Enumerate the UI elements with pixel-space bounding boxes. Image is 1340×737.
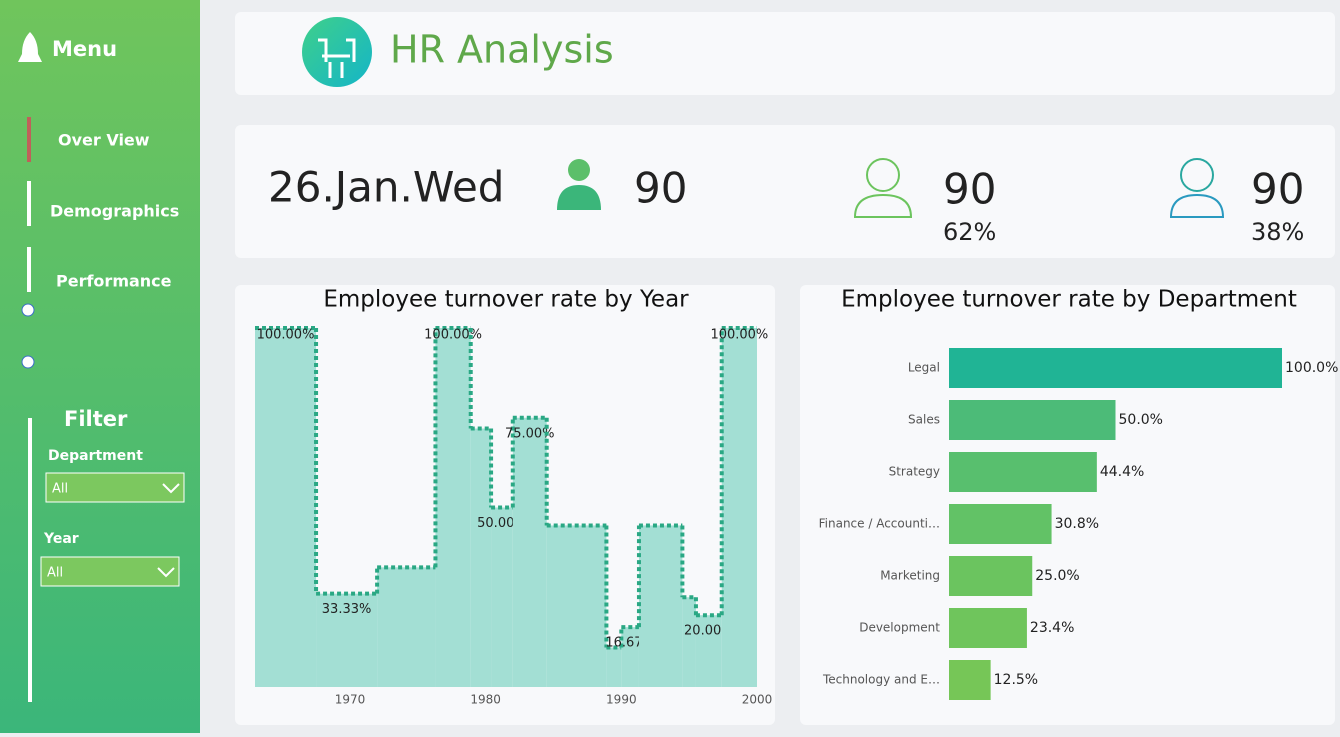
kpi-value: 90: [634, 164, 687, 213]
logo: [302, 17, 372, 87]
x-tick-label: 1990: [606, 693, 637, 707]
header-panel: [235, 12, 1335, 95]
chevron: [157, 567, 175, 578]
sidebar: [0, 0, 200, 733]
nav-item[interactable]: Demographics: [50, 202, 179, 221]
bar: [949, 400, 1116, 440]
bar: [949, 556, 1033, 596]
step-area: [435, 328, 471, 687]
header-title: HR Analysis: [390, 28, 614, 72]
value-label: 100.00%: [710, 328, 768, 343]
bar: [949, 504, 1052, 544]
kpi-value: 90: [1251, 165, 1304, 214]
step-area: [695, 615, 722, 687]
x-tick-label: 1980: [470, 693, 501, 707]
nav-indicator: [27, 247, 31, 292]
chart-title: Employee turnover rate by Department: [841, 287, 1297, 313]
chevron: [162, 483, 180, 494]
nav-item[interactable]: Over View: [58, 131, 150, 150]
dropdown-value[interactable]: All: [52, 482, 68, 497]
step-area: [316, 593, 378, 687]
filter-title: Filter: [64, 407, 128, 431]
step-area: [470, 428, 492, 687]
step-area: [377, 567, 436, 687]
female-icon: [1180, 158, 1214, 192]
bar: [949, 452, 1097, 492]
value-label: 23.4%: [1030, 620, 1074, 636]
x-tick-label: 2000: [742, 693, 773, 707]
menu-title: Menu: [52, 37, 117, 61]
chart-title: Employee turnover rate by Year: [323, 287, 689, 313]
nav-indicator: [27, 117, 31, 162]
kpi-share: 38%: [1251, 218, 1304, 246]
bar: [949, 660, 991, 700]
female-icon: [1169, 193, 1225, 218]
value-label: 20.00%: [684, 624, 734, 639]
person-icon: [557, 185, 601, 210]
bar: [949, 348, 1282, 388]
y-tick-label: Strategy: [889, 465, 940, 479]
value-label: 100.00%: [257, 328, 315, 343]
step-area: [255, 328, 317, 687]
charts: 100.00%33.33%100.00%50.00%75.00%16.67%20…: [255, 326, 1338, 707]
kpi-panel: [235, 125, 1335, 258]
step-area: [546, 525, 607, 687]
radio[interactable]: [21, 355, 35, 369]
filter-label: Year: [43, 531, 79, 547]
y-tick-label: Legal: [908, 361, 940, 375]
step-area: [682, 597, 696, 687]
bar: [949, 608, 1027, 648]
value-label: 33.33%: [322, 602, 372, 617]
value-label: 30.8%: [1055, 516, 1099, 532]
value-label: 75.00%: [505, 426, 555, 441]
male-icon: [853, 193, 913, 218]
x-tick-label: 1970: [335, 693, 366, 707]
y-tick-label: Development: [859, 621, 940, 635]
radio[interactable]: [21, 303, 35, 317]
kpi-date: 26.Jan.Wed: [268, 163, 504, 212]
y-tick-label: Technology and E…: [822, 673, 940, 687]
step-area: [606, 647, 622, 687]
chart-panel: [800, 285, 1335, 725]
dropdown[interactable]: [40, 556, 180, 587]
male-icon: [866, 158, 900, 192]
value-label: 50.0%: [1119, 412, 1163, 428]
value-label: 44.4%: [1100, 464, 1144, 480]
value-label: 25.0%: [1035, 568, 1079, 584]
nav-indicator: [27, 181, 31, 226]
y-tick-label: Marketing: [880, 569, 940, 583]
logo-mark: [318, 38, 356, 78]
y-tick-label: Sales: [908, 413, 940, 427]
step-area: [721, 328, 757, 687]
menu-icon: [18, 32, 42, 62]
person-icon: [568, 159, 590, 181]
dropdown[interactable]: [45, 472, 185, 503]
step-area: [638, 525, 683, 687]
step-area: [512, 417, 547, 687]
value-label: 12.5%: [994, 672, 1038, 688]
value-label: 100.0%: [1285, 360, 1338, 376]
step-area: [491, 507, 513, 687]
kpi-value: 90: [943, 165, 996, 214]
kpi-share: 62%: [943, 218, 996, 246]
dropdown-value[interactable]: All: [47, 566, 63, 581]
y-tick-label: Finance / Accounti…: [819, 517, 940, 531]
filter-label: Department: [48, 448, 143, 464]
filter-rule: [28, 418, 32, 702]
value-label: 100.00%: [424, 328, 482, 343]
nav-item[interactable]: Performance: [56, 272, 172, 291]
step-area: [621, 627, 639, 687]
